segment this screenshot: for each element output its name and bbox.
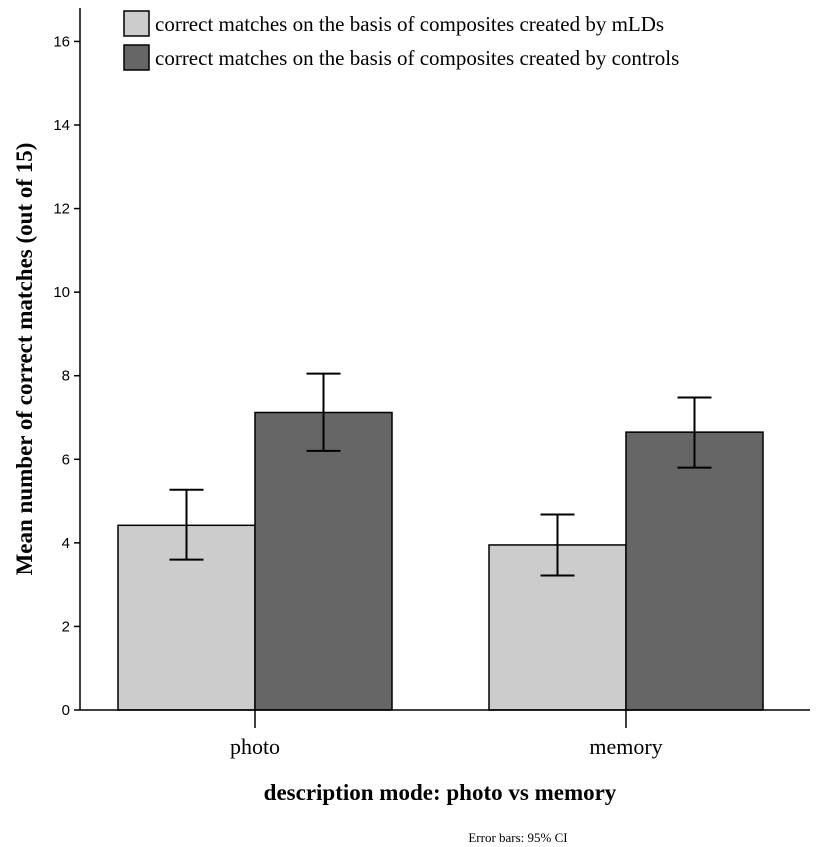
x-category-label-photo: photo — [230, 734, 280, 759]
error-bar-memory-series-1 — [540, 513, 575, 577]
bar-memory-series-2 — [625, 431, 764, 711]
y-tick-label: 10 — [53, 284, 70, 301]
legend-item-series-2: correct matches on the basis of composit… — [123, 44, 679, 71]
error-bar-photo-series-1 — [169, 488, 204, 561]
y-tick-label: 14 — [53, 117, 70, 134]
legend-item-series-1: correct matches on the basis of composit… — [123, 10, 664, 37]
y-axis-title: Mean number of correct matches (out of 1… — [12, 143, 37, 576]
bars — [117, 411, 764, 711]
y-tick-label: 12 — [53, 201, 70, 218]
error-bars-note: Error bars: 95% CI — [468, 830, 567, 845]
y-tick-label: 0 — [62, 702, 70, 719]
y-axis-ticks: 0 2 4 6 8 10 12 14 16 — [53, 33, 80, 719]
x-category-label-memory: memory — [589, 734, 662, 759]
legend-label: correct matches on the basis of composit… — [155, 12, 664, 36]
axes — [79, 8, 810, 711]
legend-label: correct matches on the basis of composit… — [155, 46, 679, 70]
y-tick-label: 2 — [62, 618, 70, 635]
legend-swatch — [123, 44, 150, 71]
y-tick-label: 16 — [53, 33, 70, 50]
y-tick-label: 4 — [62, 535, 70, 552]
y-tick-label: 6 — [62, 451, 70, 468]
error-bar-photo-series-2 — [306, 372, 341, 452]
x-axis-ticks: photo memory — [230, 710, 663, 759]
error-bars — [169, 372, 712, 577]
error-bar-memory-series-2 — [677, 396, 712, 469]
legend: correct matches on the basis of composit… — [123, 10, 679, 71]
y-tick-label: 8 — [62, 368, 70, 385]
legend-swatch — [123, 10, 150, 37]
bar-photo-series-2 — [254, 411, 393, 711]
x-axis-title: description mode: photo vs memory — [264, 780, 617, 805]
